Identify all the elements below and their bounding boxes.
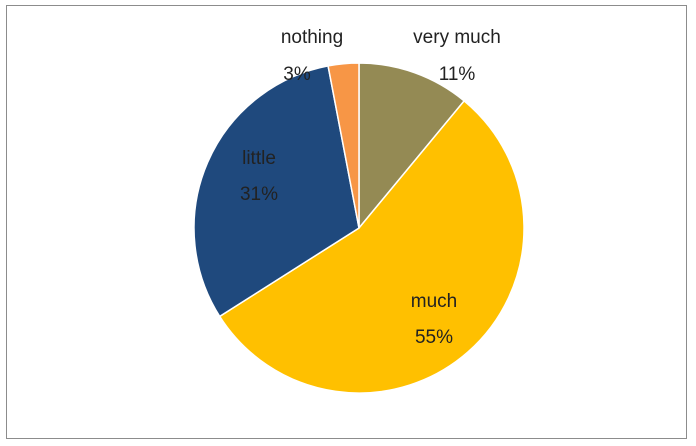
pie-slices [193, 62, 525, 394]
slice-label-little-name: little [242, 148, 276, 169]
slice-label-nothing-value: 3% [283, 64, 311, 85]
slice-labels: nothing 3% very much 11% little 31% much… [240, 27, 501, 348]
pie-slice-little [193, 65, 360, 318]
slice-label-very-much-name: very much [413, 27, 501, 48]
slice-label-nothing-name: nothing [281, 27, 343, 48]
slice-label-very-much-value: 11% [439, 64, 476, 85]
pie-slice-very-much [358, 62, 466, 231]
pie-slice-much [218, 99, 525, 394]
slice-label-little-value: 31% [240, 184, 278, 205]
slice-label-much-value: 55% [415, 327, 453, 348]
pie-slice-nothing [327, 62, 360, 229]
slice-label-much-name: much [411, 291, 457, 312]
